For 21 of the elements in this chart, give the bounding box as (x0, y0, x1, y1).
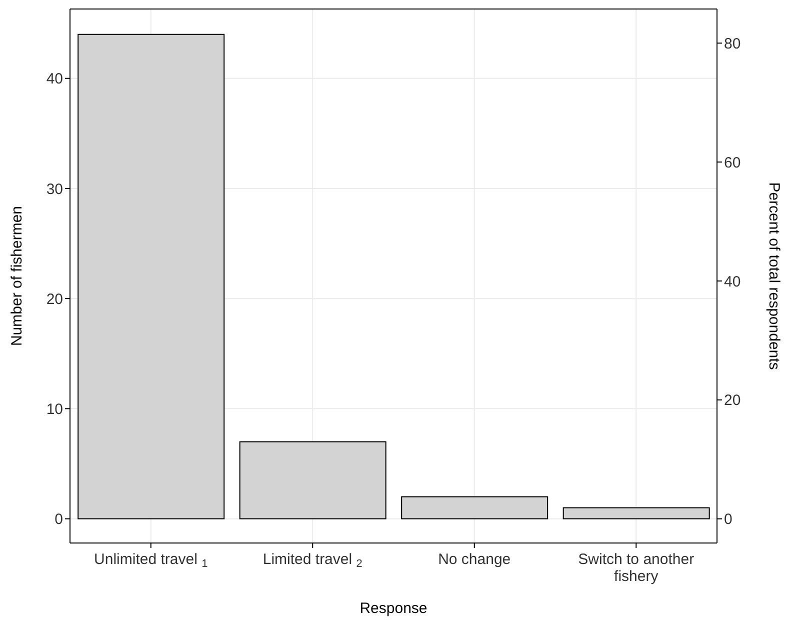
y2-tick-label: 60 (724, 154, 741, 172)
y2-axis-title: Percent of total respondents (766, 182, 783, 370)
y2-tick-label: 40 (724, 273, 741, 290)
y2-tick-label: 20 (724, 392, 741, 410)
y2-tick-label: 80 (724, 35, 741, 52)
bar (78, 34, 225, 520)
y2-tick-label: 0 (724, 511, 732, 528)
y-tick-label: 0 (54, 511, 63, 528)
x-tick-label: Limited travel $_{2}$ (262, 551, 362, 570)
bar (239, 441, 386, 520)
y-tick-label: 30 (46, 180, 63, 198)
y-tick-label: 10 (46, 401, 63, 418)
y-tick-label: 40 (46, 70, 63, 88)
x-tick-label: Unlimited travel $_{1}$ (94, 551, 208, 570)
x-tick-label: No change (438, 551, 511, 568)
y-tick-label: 20 (46, 290, 63, 308)
x-axis-title: Response (360, 600, 428, 617)
x-tick-label: Switch to another fishery (578, 551, 694, 585)
y-axis-title: Number of fishermen (8, 206, 26, 346)
bar (401, 496, 548, 520)
bar (562, 507, 710, 520)
